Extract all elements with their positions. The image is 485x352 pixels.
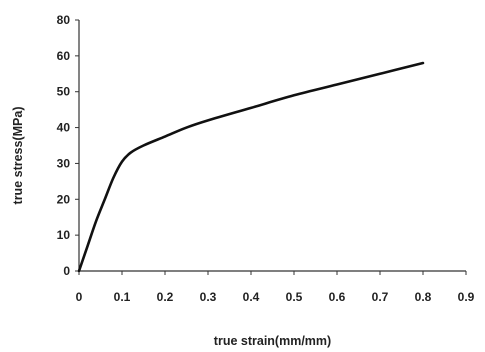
y-tick-label: 30 [57, 156, 71, 170]
y-tick-label: 10 [57, 228, 71, 242]
y-tick-label: 60 [57, 49, 71, 63]
x-tick-label: 0.8 [415, 290, 432, 304]
x-tick-label: 0.4 [243, 290, 260, 304]
x-tick-label: 0.7 [372, 290, 389, 304]
x-tick-label: 0.6 [329, 290, 346, 304]
y-tick-label: 80 [57, 13, 71, 27]
x-axis-title: true strain(mm/mm) [214, 334, 331, 348]
y-axis-title: true stress(MPa) [11, 107, 25, 205]
x-axis: 0 0.1 0.2 0.3 0.4 0.5 0.6 0.7 0.8 0.9 [76, 270, 475, 304]
y-tick-label: 20 [57, 192, 71, 206]
x-tick-label: 0.1 [114, 290, 131, 304]
y-tick-label: 40 [57, 121, 71, 135]
series-line [77, 61, 425, 273]
y-tick-label: 50 [57, 85, 71, 99]
x-tick-label: 0.5 [286, 290, 303, 304]
x-tick-label: 0.9 [458, 290, 475, 304]
x-tick-label: 0.2 [157, 290, 174, 304]
y-tick-label: 0 [63, 264, 70, 278]
series-layer [77, 61, 425, 273]
x-tick-label: 0.3 [200, 290, 217, 304]
y-axis: 0 10 20 30 40 50 60 80 [57, 13, 80, 278]
x-tick-label: 0 [76, 290, 83, 304]
